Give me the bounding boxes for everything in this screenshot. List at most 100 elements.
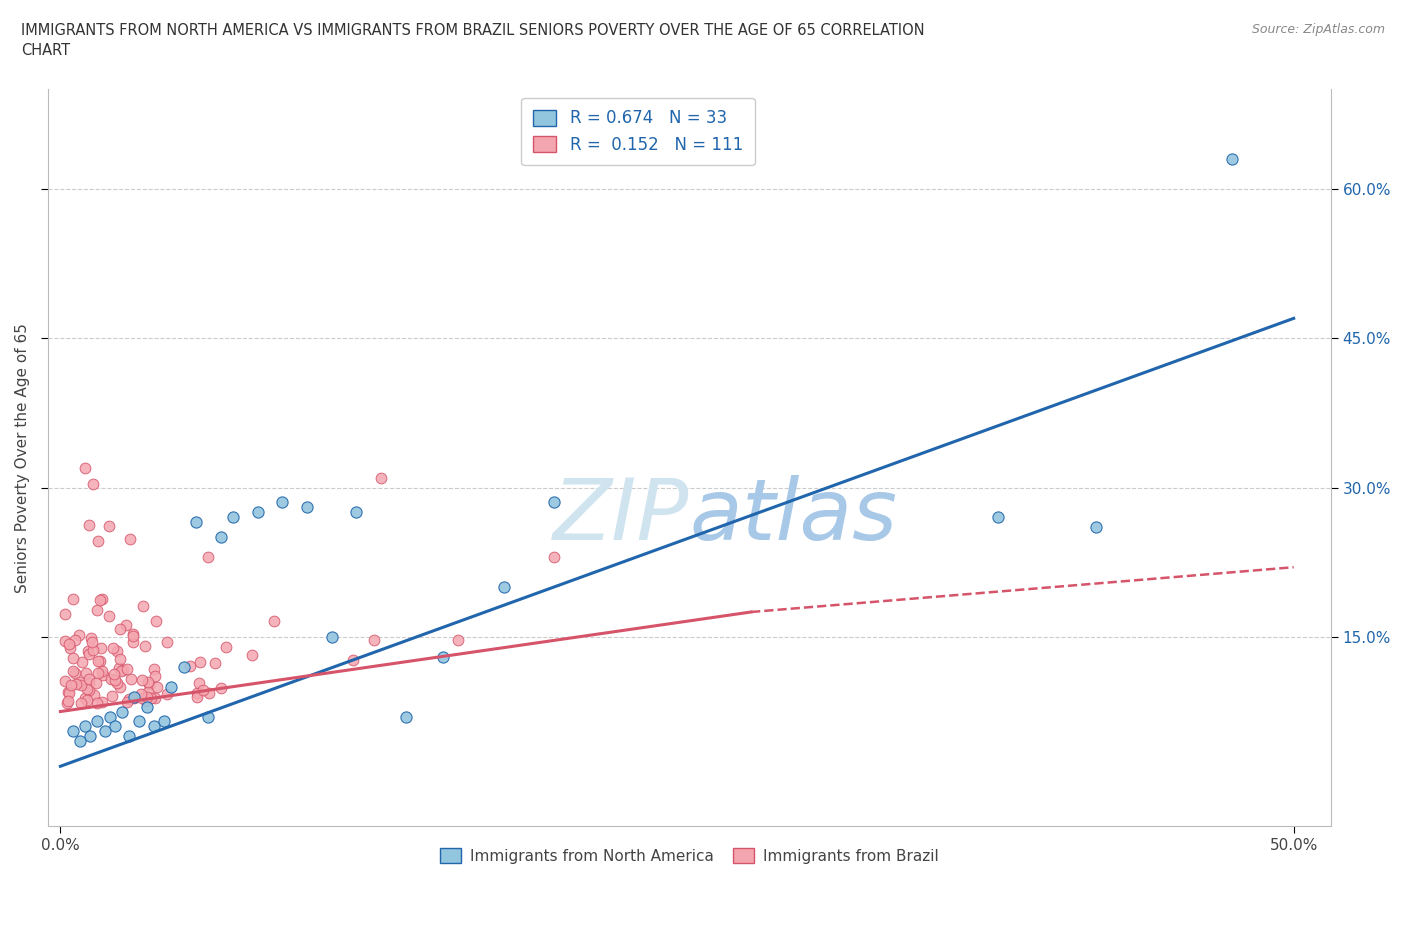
Point [240,647,263,662]
Point [143,719,166,734]
Point [87,654,110,669]
Point [271,495,294,510]
Point [91,668,114,683]
Point [65,676,87,691]
Point [79,729,101,744]
Point [62,724,84,739]
Point [105,676,128,691]
Point [186,689,208,704]
Point [153,714,176,729]
Point [134,639,156,654]
Point [56,684,79,699]
Point [77,647,100,662]
Point [103,667,125,682]
Point [89,653,111,668]
Point [75,690,97,705]
Point [70,678,93,693]
Legend: Immigrants from North America, Immigrants from Brazil: Immigrants from North America, Immigrant… [433,843,945,870]
Point [129,686,152,701]
Point [120,531,142,546]
Point [58,637,80,652]
Point [77,644,100,658]
Point [67,628,90,643]
Point [97,519,120,534]
Point [145,614,167,629]
Point [132,598,155,613]
Point [77,683,100,698]
Point [122,691,145,706]
Point [89,592,111,607]
Point [246,505,269,520]
Point [98,709,121,724]
Point [494,579,516,594]
Point [156,634,179,649]
Point [321,630,343,644]
Point [115,661,138,676]
Point [86,603,108,618]
Point [204,656,226,671]
Point [98,609,121,624]
Point [215,640,238,655]
Point [65,665,87,680]
Point [53,633,76,648]
Point [53,673,76,688]
Point [107,661,129,676]
Point [131,691,153,706]
Point [156,686,179,701]
Point [58,685,80,700]
Text: ZIP: ZIP [553,475,689,558]
Point [135,694,157,709]
Point [115,695,138,710]
Point [110,663,132,678]
Point [1085,520,1108,535]
Point [197,709,219,724]
Point [395,709,418,724]
Point [108,679,131,694]
Point [173,659,195,674]
Point [145,669,167,684]
Point [91,592,114,607]
Point [198,685,221,700]
Point [83,688,105,703]
Point [76,692,98,707]
Point [447,633,470,648]
Point [77,675,100,690]
Point [75,666,97,681]
Point [124,689,146,704]
Text: atlas: atlas [689,475,897,558]
Point [114,618,136,632]
Point [86,696,108,711]
Point [56,696,79,711]
Point [80,634,103,649]
Point [128,714,150,729]
Point [87,533,110,548]
Point [56,694,79,709]
Point [342,652,364,667]
Point [112,662,135,677]
Point [70,655,93,670]
Point [146,680,169,695]
Point [108,621,131,636]
Point [76,681,98,696]
Point [120,671,142,686]
Point [118,729,141,744]
Point [100,671,122,686]
Point [136,689,159,704]
Point [111,704,134,719]
Point [90,641,112,656]
Point [59,677,82,692]
Point [69,734,91,749]
Point [122,629,145,644]
Point [1220,152,1243,166]
Point [295,500,318,515]
Point [62,650,84,665]
Point [543,550,565,565]
Point [118,691,141,706]
Point [370,471,392,485]
Point [62,664,84,679]
Point [131,672,153,687]
Point [73,460,96,475]
Point [77,518,100,533]
Point [186,685,208,700]
Point [179,658,201,673]
